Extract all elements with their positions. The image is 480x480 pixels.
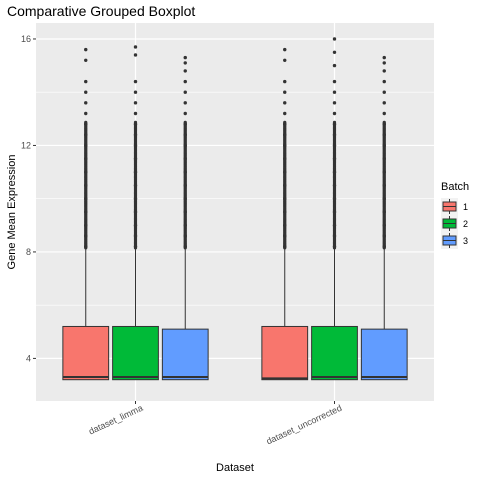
outlier-point <box>283 79 287 84</box>
outlier-point <box>283 58 287 62</box>
y-tick-label: 16 <box>21 34 31 44</box>
box-marks <box>62 37 408 381</box>
outlier-point <box>283 111 287 116</box>
outlier-point <box>183 120 187 124</box>
outlier-point <box>332 120 337 124</box>
outlier-point <box>332 111 337 116</box>
outlier-point <box>283 120 287 124</box>
outlier-point <box>133 101 138 105</box>
outlier-point <box>84 58 88 62</box>
outlier-point <box>382 90 386 94</box>
outlier-point <box>183 55 187 60</box>
y-axis: 4 8 12 16 <box>21 34 36 363</box>
outlier-point <box>283 90 287 94</box>
outlier-point <box>382 111 386 116</box>
box-body <box>161 328 209 381</box>
chart-title: Comparative Grouped Boxplot <box>7 3 195 19</box>
legend: Batch 1 2 3 <box>441 181 469 249</box>
outlier-point <box>133 111 138 116</box>
legend-label: 1 <box>463 202 468 212</box>
outlier-point <box>183 111 187 116</box>
outlier-point <box>133 79 138 84</box>
y-axis-title: Gene Mean Expression <box>6 155 18 270</box>
outlier-point <box>183 90 187 94</box>
outlier-point <box>382 101 386 105</box>
y-tick-label: 12 <box>21 140 31 150</box>
outlier-point <box>84 79 88 84</box>
outlier-point <box>332 63 337 68</box>
box-body <box>311 325 358 381</box>
outlier-point <box>84 101 88 105</box>
outlier-point <box>382 120 386 124</box>
outlier-point <box>183 101 187 105</box>
outlier-point <box>84 111 88 116</box>
legend-label: 3 <box>463 236 468 246</box>
outlier-point <box>283 47 287 52</box>
y-tick-label: 4 <box>26 353 31 363</box>
outlier-point <box>183 79 187 84</box>
outlier-point <box>133 90 138 94</box>
outlier-point <box>283 101 287 105</box>
outlier-point <box>332 90 337 94</box>
box-body <box>261 325 309 381</box>
outlier-point <box>382 79 386 84</box>
legend-title: Batch <box>441 181 469 193</box>
outlier-point <box>133 45 138 49</box>
outlier-point <box>332 101 337 105</box>
y-tick-label: 8 <box>26 247 31 257</box>
outlier-point <box>133 120 138 124</box>
outlier-point <box>84 47 88 52</box>
outlier-point <box>382 61 386 65</box>
legend-label: 2 <box>463 219 468 229</box>
outlier-point <box>183 69 187 73</box>
outlier-point <box>133 53 138 57</box>
box-body <box>112 325 159 381</box>
box-body <box>62 325 110 381</box>
x-axis-title: Dataset <box>216 462 254 474</box>
box-body <box>360 328 408 381</box>
outlier-point <box>382 55 386 60</box>
outlier-point <box>183 61 187 65</box>
outlier-point <box>84 90 88 94</box>
x-tick-label: dataset_uncorrected <box>265 403 344 447</box>
outlier-point <box>332 37 337 41</box>
outlier-point <box>84 120 88 124</box>
outlier-point <box>332 79 337 84</box>
x-axis: dataset_limma dataset_uncorrected <box>87 401 343 446</box>
outlier-point <box>332 50 337 54</box>
x-tick-label: dataset_limma <box>87 403 144 437</box>
outlier-point <box>382 69 386 73</box>
